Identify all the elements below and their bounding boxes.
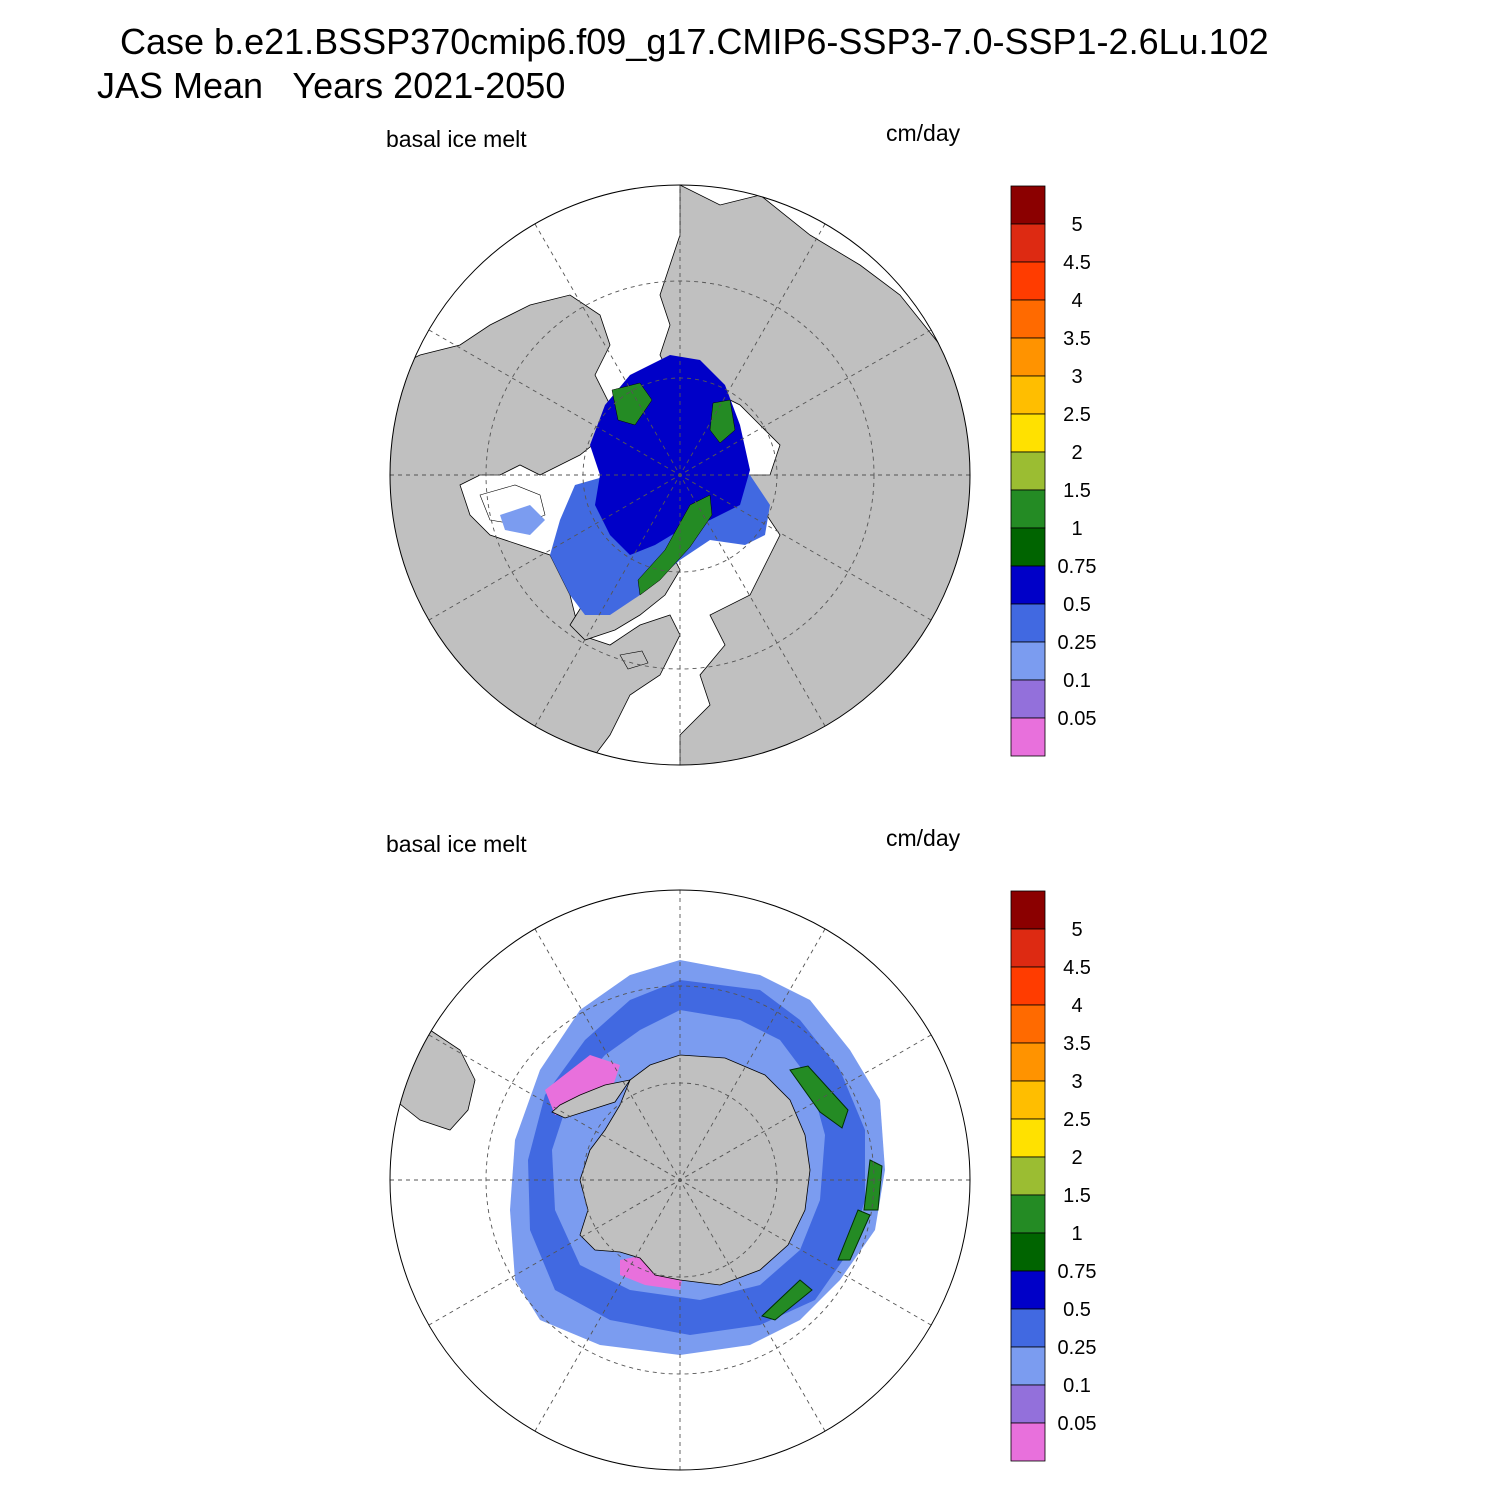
cbar-label: 0.25 [1058,632,1097,654]
cbar-swatch [1010,337,1046,377]
cbar-swatch [1010,565,1046,605]
variable-label: basal ice melt [386,126,527,152]
panel-antarctic: basal ice melt cm/day [0,825,1500,1505]
cbar-label: 5 [1071,919,1082,941]
cbar-swatch [1010,1080,1046,1120]
antarctica-land [579,1054,811,1286]
cbar-swatch [1010,1156,1046,1196]
cbar-label: 4 [1071,290,1082,312]
cbar-label: 0.1 [1063,670,1091,692]
cbar-swatch [1010,641,1046,681]
cbar-swatch [1010,185,1046,225]
arctic-polar-map [389,184,971,766]
cbar-label: 1.5 [1063,480,1091,502]
cbar-swatch [1010,1194,1046,1234]
cbar-swatch [1010,1042,1046,1082]
colorbar-labels: 5 4.5 4 3.5 3 2.5 2 1.5 1 0.75 0.5 0.25 … [1058,214,1097,730]
colorbar: 5 4.5 4 3.5 3 2.5 2 1.5 1 0.75 0.5 0.25 … [1010,890,1097,1462]
melt-green-3 [837,1209,871,1261]
figure-title-line-1: Case b.e21.BSSP370cmip6.f09_g17.CMIP6-SS… [120,21,1269,62]
cbar-label: 2 [1071,1147,1082,1169]
colorbar-swatches [1010,185,1046,757]
cbar-label: 3.5 [1063,328,1091,350]
panel-arctic: basal ice melt cm/day [0,120,1500,800]
iceland-land [619,650,649,670]
melt-green-1 [789,1065,849,1129]
cbar-swatch [1010,1118,1046,1158]
cbar-swatch [1010,1384,1046,1424]
cbar-label: 4 [1071,995,1082,1017]
cbar-swatch [1010,1270,1046,1310]
cbar-label: 1 [1071,1223,1082,1245]
melt-green-4 [761,1279,813,1321]
cbar-swatch [1010,928,1046,968]
colorbar-labels: 5 4.5 4 3.5 3 2.5 2 1.5 1 0.75 0.5 0.25 … [1058,919,1097,1435]
cbar-label: 0.05 [1058,1413,1097,1435]
cbar-swatch [1010,451,1046,491]
cbar-label: 0.25 [1058,1337,1097,1359]
melt-green-2 [863,1159,883,1211]
cbar-swatch [1010,299,1046,339]
cbar-label: 3 [1071,1071,1082,1093]
colorbar-swatches [1010,890,1046,1462]
cbar-swatch [1010,603,1046,643]
graticule [390,185,970,765]
cbar-label: 0.5 [1063,1299,1091,1321]
cbar-label: 0.75 [1058,1261,1097,1283]
cbar-swatch [1010,679,1046,719]
cbar-label: 1.5 [1063,1185,1091,1207]
antarctic-peninsula-land [551,1079,631,1119]
cbar-label: 4.5 [1063,252,1091,274]
cbar-swatch [1010,223,1046,263]
cbar-swatch [1010,1346,1046,1386]
cbar-swatch [1010,527,1046,567]
cbar-label: 2.5 [1063,1109,1091,1131]
melt-field-high-2 [709,399,736,444]
melt-weddell-pink [545,1055,620,1115]
cbar-swatch [1010,1004,1046,1044]
colorbar: 5 4.5 4 3.5 3 2.5 2 1.5 1 0.75 0.5 0.25 … [1010,185,1097,757]
cbar-swatch [1010,890,1046,930]
variable-label: basal ice melt [386,831,527,857]
cbar-label: 2 [1071,442,1082,464]
cbar-swatch [1010,1308,1046,1348]
units-label: cm/day [886,825,961,851]
cbar-swatch [1010,261,1046,301]
figure-title-line-2: JAS Mean Years 2021-2050 [97,65,566,106]
cbar-swatch [1010,413,1046,453]
cbar-label: 1 [1071,518,1082,540]
cbar-label: 3.5 [1063,1033,1091,1055]
cbar-swatch [1010,489,1046,529]
cbar-label: 4.5 [1063,957,1091,979]
cbar-label: 5 [1071,214,1082,236]
cbar-label: 3 [1071,366,1082,388]
cbar-label: 0.5 [1063,594,1091,616]
cbar-swatch [1010,717,1046,757]
units-label: cm/day [886,120,961,146]
cbar-swatch [1010,966,1046,1006]
cbar-label: 0.1 [1063,1375,1091,1397]
melt-field-edge [500,505,545,535]
cbar-swatch [1010,1232,1046,1272]
cbar-label: 0.75 [1058,556,1097,578]
cbar-swatch [1010,375,1046,415]
antarctic-polar-map [389,889,971,1471]
graticule [390,890,970,1470]
cbar-label: 0.05 [1058,708,1097,730]
cbar-swatch [1010,1422,1046,1462]
melt-field-high-3 [637,494,713,596]
cbar-label: 2.5 [1063,404,1091,426]
